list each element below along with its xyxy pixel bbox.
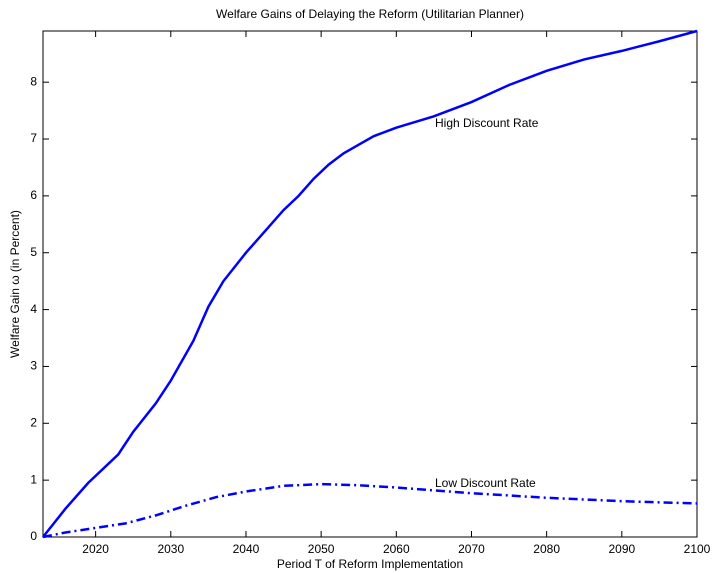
x-tick-label: 2050 bbox=[308, 542, 335, 556]
x-tick-label: 2020 bbox=[82, 542, 109, 556]
x-axis-label: Period T of Reform Implementation bbox=[277, 557, 463, 571]
x-tick-label: 2090 bbox=[608, 542, 635, 556]
y-tick-label: 6 bbox=[30, 188, 37, 202]
x-tick-label: 2060 bbox=[383, 542, 410, 556]
series-label: Low Discount Rate bbox=[435, 476, 536, 490]
y-tick-label: 2 bbox=[30, 415, 37, 429]
x-tick-label: 2070 bbox=[458, 542, 485, 556]
y-tick-label: 0 bbox=[30, 529, 37, 543]
series-label: High Discount Rate bbox=[435, 116, 539, 130]
x-tick-label: 2030 bbox=[157, 542, 184, 556]
series-line bbox=[42, 482, 698, 539]
x-tick-label: 2100 bbox=[684, 542, 711, 556]
y-tick-label: 5 bbox=[30, 245, 37, 259]
y-tick-label: 1 bbox=[30, 472, 37, 486]
series-line bbox=[42, 29, 698, 538]
y-tick-label: 4 bbox=[30, 302, 37, 316]
y-tick-label: 3 bbox=[30, 359, 37, 373]
y-axis-label: Welfare Gain ω (in Percent) bbox=[8, 210, 22, 358]
plot-frame bbox=[42, 30, 698, 538]
y-tick-label: 7 bbox=[30, 131, 37, 145]
y-tick-label: 8 bbox=[30, 74, 37, 88]
chart-title: Welfare Gains of Delaying the Reform (Ut… bbox=[216, 7, 524, 21]
x-tick-label: 2040 bbox=[233, 542, 260, 556]
x-tick-label: 2080 bbox=[533, 542, 560, 556]
